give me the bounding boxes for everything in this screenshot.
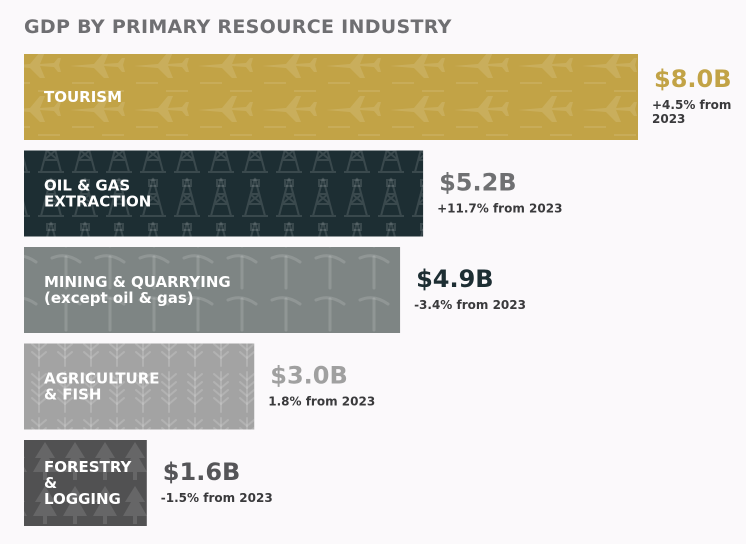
category-label: &: [44, 474, 57, 492]
category-label: AGRICULTURE: [44, 370, 160, 388]
change-label: -3.4% from 2023: [414, 298, 526, 312]
oil-derrick-icon: [24, 150, 424, 237]
airplane-icon: [24, 54, 638, 140]
category-label: FORESTRY: [44, 458, 133, 476]
change-label: 1.8% from 2023: [268, 395, 375, 409]
category-label: & FISH: [44, 386, 102, 404]
category-label: LOGGING: [44, 490, 121, 508]
change-label: -1.5% from 2023: [161, 491, 273, 505]
pickaxe-icon: [24, 247, 401, 333]
change-label: +4.5% from: [652, 98, 731, 112]
change-label: 2023: [652, 112, 685, 126]
category-label: OIL & GAS: [44, 177, 130, 195]
wheat-icon: [24, 343, 255, 430]
value-label: $8.0B: [654, 65, 732, 93]
category-label: TOURISM: [44, 88, 122, 106]
value-label: $5.2B: [439, 169, 517, 197]
category-label: EXTRACTION: [44, 193, 151, 211]
category-label: MINING & QUARRYING: [44, 273, 231, 291]
chart-title: GDP BY PRIMARY RESOURCE INDUSTRY: [24, 16, 452, 38]
tree-icon: [24, 440, 147, 526]
value-label: $3.0B: [270, 362, 348, 390]
value-label: $4.9B: [416, 265, 494, 293]
category-label: (except oil & gas): [44, 289, 194, 307]
value-label: $1.6B: [163, 458, 241, 486]
change-label: +11.7% from 2023: [437, 202, 562, 216]
